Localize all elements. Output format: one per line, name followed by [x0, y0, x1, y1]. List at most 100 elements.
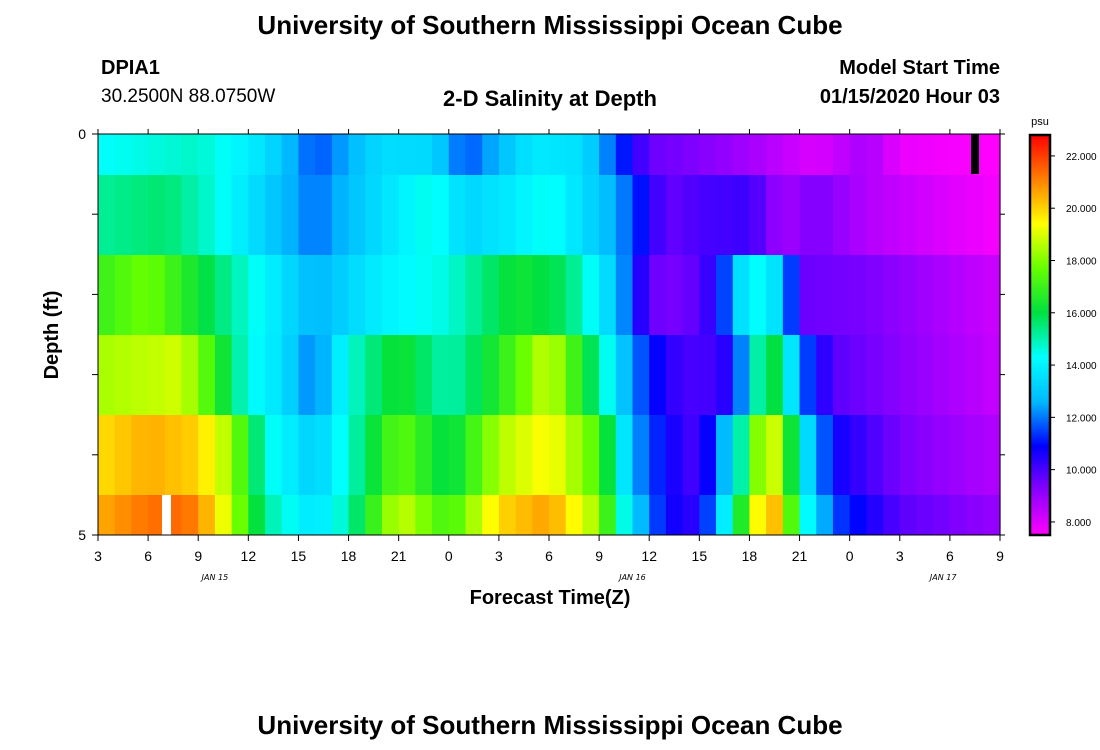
heatmap-cell-l4-h7: [214, 415, 233, 495]
heatmap-cell-l4-h25: [515, 415, 533, 495]
heatmap-cell-l2-h11: [281, 255, 300, 335]
x-tick-label-4: 15: [291, 548, 307, 564]
heatmap-cell-l0-h47: [883, 134, 901, 175]
heatmap-cell-l3-h49: [916, 335, 934, 415]
heatmap-cell-l0-h21: [448, 134, 467, 175]
heatmap-cell-l4-h8: [231, 415, 249, 495]
heatmap-cell-l3-h31: [615, 335, 634, 415]
heatmap-cell-l4-h9: [248, 415, 266, 495]
heatmap-cell-l0-h11: [281, 134, 300, 175]
heatmap-cell-l1-h17: [381, 175, 400, 255]
heatmap-cell-l0-h28: [565, 134, 583, 175]
heatmap-cell-l2-h6: [198, 255, 216, 335]
heatmap-cell-l1-h23: [482, 175, 500, 255]
heatmap-cell-l5-h44: [832, 495, 851, 535]
heatmap-cell-l5-h35: [682, 495, 700, 535]
heatmap-cell-l0-h6: [198, 134, 216, 175]
heatmap-cell-l3-h50: [933, 335, 951, 415]
heatmap-cell-l4-h45: [849, 415, 867, 495]
heatmap-cell-l5-h48: [899, 495, 918, 535]
heatmap-cell-l0-h18: [398, 134, 416, 175]
heatmap-cell-l3-h32: [632, 335, 650, 415]
heatmap-cell-l2-h13: [315, 255, 333, 335]
x-tick-label-15: 0: [846, 548, 854, 564]
page-title: University of Southern Mississippi Ocean…: [257, 10, 843, 40]
heatmap-cell-l0-h50: [933, 134, 951, 175]
heatmap-cell-l1-h45: [849, 175, 867, 255]
heatmap-cell-l1-h29: [582, 175, 600, 255]
x-tick-label-14: 21: [792, 548, 808, 564]
heatmap-cell-l0-h40: [766, 134, 784, 175]
x-tick-label-13: 18: [742, 548, 758, 564]
heatmap-cell-l0-h25: [515, 134, 533, 175]
heatmap-cell-l5-h37: [716, 495, 734, 535]
heatmap-cell-l0-h10: [265, 134, 283, 175]
heatmap-cell-l3-h44: [832, 335, 851, 415]
heatmap-cell-l2-h12: [298, 255, 316, 335]
x-tick-label-6: 21: [391, 548, 407, 564]
heatmap-cell-l1-h11: [281, 175, 300, 255]
heatmap-cell-l0-h17: [381, 134, 400, 175]
heatmap-cell-l0-h32: [632, 134, 650, 175]
x-tick-label-3: 12: [241, 548, 257, 564]
heatmap-cell-l3-h6: [198, 335, 216, 415]
colorbar-tick-label-0: 8.000: [1066, 518, 1091, 529]
heatmap-cell-l5-h22: [465, 495, 483, 535]
heatmap-cell-l1-h52: [966, 175, 984, 255]
heatmap-cell-l2-h38: [732, 255, 751, 335]
heatmap-cell-l4-h23: [482, 415, 500, 495]
heatmap-cell-l5-h25: [515, 495, 533, 535]
heatmap-cell-l5-h10: [265, 495, 283, 535]
heatmap-cell-l0-h37: [716, 134, 734, 175]
heatmap-cell-l2-h44: [832, 255, 851, 335]
heatmap-cell-l5-h49: [916, 495, 934, 535]
colorbar-tick-label-1: 10.000: [1066, 466, 1097, 477]
heatmap-cell-l1-h46: [866, 175, 884, 255]
heatmap-cell-l3-h46: [866, 335, 884, 415]
heatmap-cell-l0-h42: [799, 134, 817, 175]
heatmap-cell-l5-h19: [415, 495, 433, 535]
heatmap-cell-l2-h37: [716, 255, 734, 335]
heatmap-cell-l3-h42: [799, 335, 817, 415]
heatmap-cell-l4-h52: [966, 415, 984, 495]
heatmap-cell-l3-h0: [98, 335, 116, 415]
heatmap-cell-l2-h14: [331, 255, 350, 335]
heatmap-cell-l0-h26: [532, 134, 550, 175]
heatmap-cell-l2-h45: [849, 255, 867, 335]
heatmap-cell-l4-h36: [699, 415, 717, 495]
heatmap-cell-l2-h7: [214, 255, 233, 335]
heatmap-cell-l3-h25: [515, 335, 533, 415]
heatmap-cell-l3-h9: [248, 335, 266, 415]
heatmap-cell-l1-h51: [949, 175, 968, 255]
heatmap-cell-l4-h16: [365, 415, 383, 495]
heatmap-cell-l5-h8: [231, 495, 249, 535]
heatmap-cell-l5-h29: [582, 495, 600, 535]
heatmap-cell-l1-h1: [114, 175, 132, 255]
heatmap-cell-l1-h41: [782, 175, 801, 255]
heatmap-cell-l4-h0: [98, 415, 116, 495]
heatmap-cell-l2-h8: [231, 255, 249, 335]
heatmap-cell-l0-h5: [181, 134, 199, 175]
heatmap-cell-l0-h48: [899, 134, 918, 175]
heatmap-cell-l2-h33: [649, 255, 667, 335]
heatmap-cell-l0-h53: [983, 134, 1001, 175]
heatmap-cell-l3-h14: [331, 335, 350, 415]
heatmap-cell-l0-h49: [916, 134, 934, 175]
heatmap-cell-l1-h15: [348, 175, 366, 255]
heatmap-cell-l4-h20: [432, 415, 450, 495]
heatmap-cell-l4-h35: [682, 415, 700, 495]
heatmap-cell-l3-h16: [365, 335, 383, 415]
heatmap-cell-l2-h22: [465, 255, 483, 335]
heatmap-cell-l4-h49: [916, 415, 934, 495]
heatmap-cell-l1-h3: [148, 175, 166, 255]
heatmap-cell-l2-h15: [348, 255, 366, 335]
heatmap-cell-l1-h5: [181, 175, 199, 255]
heatmap-cell-l4-h37: [716, 415, 734, 495]
x-tick-label-5: 18: [341, 548, 357, 564]
heatmap-cell-l4-h47: [883, 415, 901, 495]
heatmap-cell-l4-h28: [565, 415, 583, 495]
heatmap-cell-l2-h18: [398, 255, 416, 335]
heatmap-cell-l5-h9: [248, 495, 266, 535]
colorbar-frame: [1028, 133, 1052, 537]
heatmap-cell-l0-h9: [248, 134, 266, 175]
